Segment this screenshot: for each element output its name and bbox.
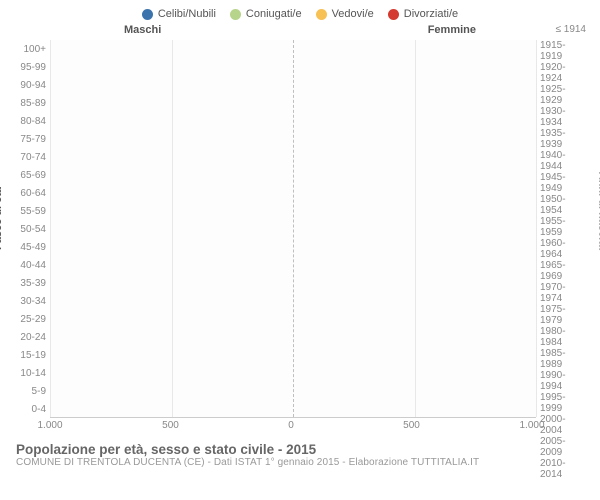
gridline <box>415 40 416 417</box>
birth-label: 1965-1969 <box>540 260 586 282</box>
age-label: 70-74 <box>14 148 50 166</box>
age-label: 5-9 <box>14 382 50 400</box>
birth-label: 1935-1939 <box>540 128 586 150</box>
plot-area: Fasce di età Anni di nascita 100+95-9990… <box>14 40 586 418</box>
x-axis: 1.00050005001.000 <box>50 418 532 436</box>
legend-item: Coniugati/e <box>230 8 302 20</box>
age-label: 40-44 <box>14 256 50 274</box>
birth-label: 1980-1984 <box>540 326 586 348</box>
legend-swatch <box>316 9 327 20</box>
bars-area <box>50 40 536 418</box>
x-tick: 1.000 <box>519 420 544 431</box>
x-tick: 500 <box>403 420 420 431</box>
age-labels: 100+95-9990-9485-8980-8475-7970-7465-696… <box>14 40 50 418</box>
x-tick: 1.000 <box>37 420 62 431</box>
birth-label: 1940-1944 <box>540 150 586 172</box>
age-label: 25-29 <box>14 310 50 328</box>
age-label: 80-84 <box>14 112 50 130</box>
legend-label: Coniugati/e <box>246 8 302 20</box>
age-label: 0-4 <box>14 400 50 418</box>
chart-title: Popolazione per età, sesso e stato civil… <box>16 442 586 457</box>
birth-label: 1950-1954 <box>540 194 586 216</box>
birth-label: 1920-1924 <box>540 62 586 84</box>
age-label: 45-49 <box>14 238 50 256</box>
chart-subtitle: COMUNE DI TRENTOLA DUCENTA (CE) - Dati I… <box>16 457 586 468</box>
age-label: 65-69 <box>14 166 50 184</box>
birth-label: 2010-2014 <box>540 458 586 480</box>
age-label: 55-59 <box>14 202 50 220</box>
age-label: 20-24 <box>14 328 50 346</box>
birth-label: 1955-1959 <box>540 216 586 238</box>
legend: Celibi/Nubili Coniugati/e Vedovi/e Divorzia… <box>14 8 586 20</box>
column-headers: Maschi Femmine ≤ 1914 <box>14 24 586 40</box>
birth-label: 1995-1999 <box>540 392 586 414</box>
x-tick: 0 <box>288 420 294 431</box>
age-label: 30-34 <box>14 292 50 310</box>
center-line <box>293 40 294 417</box>
age-label: 60-64 <box>14 184 50 202</box>
x-tick: 500 <box>162 420 179 431</box>
birth-label: 1960-1964 <box>540 238 586 260</box>
legend-label: Celibi/Nubili <box>158 8 216 20</box>
age-label: 35-39 <box>14 274 50 292</box>
y-axis-title: Fasce di età <box>0 187 4 250</box>
age-label: 50-54 <box>14 220 50 238</box>
male-header: Maschi <box>124 24 161 36</box>
right-axis-title: Anni di nascita <box>596 172 600 250</box>
age-label: 100+ <box>14 40 50 58</box>
gridline <box>536 40 537 417</box>
legend-item: Vedovi/e <box>316 8 374 20</box>
birth-labels: 1915-19191920-19241925-19291930-19341935… <box>536 40 586 418</box>
birth-first-label: ≤ 1914 <box>555 24 586 35</box>
legend-swatch <box>142 9 153 20</box>
gridline <box>172 40 173 417</box>
legend-label: Divorziati/e <box>404 8 458 20</box>
age-label: 85-89 <box>14 94 50 112</box>
legend-item: Celibi/Nubili <box>142 8 216 20</box>
birth-label: 1985-1989 <box>540 348 586 370</box>
age-label: 95-99 <box>14 58 50 76</box>
age-label: 75-79 <box>14 130 50 148</box>
legend-swatch <box>230 9 241 20</box>
birth-label: 2005-2009 <box>540 436 586 458</box>
birth-label: 1925-1929 <box>540 84 586 106</box>
gridline <box>50 40 51 417</box>
birth-label: 1945-1949 <box>540 172 586 194</box>
birth-label: 1915-1919 <box>540 40 586 62</box>
birth-label: 1990-1994 <box>540 370 586 392</box>
birth-label: 1930-1934 <box>540 106 586 128</box>
female-header: Femmine <box>428 24 476 36</box>
population-pyramid-chart: Celibi/Nubili Coniugati/e Vedovi/e Divorzia… <box>0 0 600 500</box>
legend-item: Divorziati/e <box>388 8 458 20</box>
age-label: 10-14 <box>14 364 50 382</box>
footer: Popolazione per età, sesso e stato civil… <box>14 442 586 468</box>
birth-label: 2000-2004 <box>540 414 586 436</box>
legend-label: Vedovi/e <box>332 8 374 20</box>
birth-label: 1975-1979 <box>540 304 586 326</box>
age-label: 90-94 <box>14 76 50 94</box>
birth-label: 1970-1974 <box>540 282 586 304</box>
legend-swatch <box>388 9 399 20</box>
age-label: 15-19 <box>14 346 50 364</box>
